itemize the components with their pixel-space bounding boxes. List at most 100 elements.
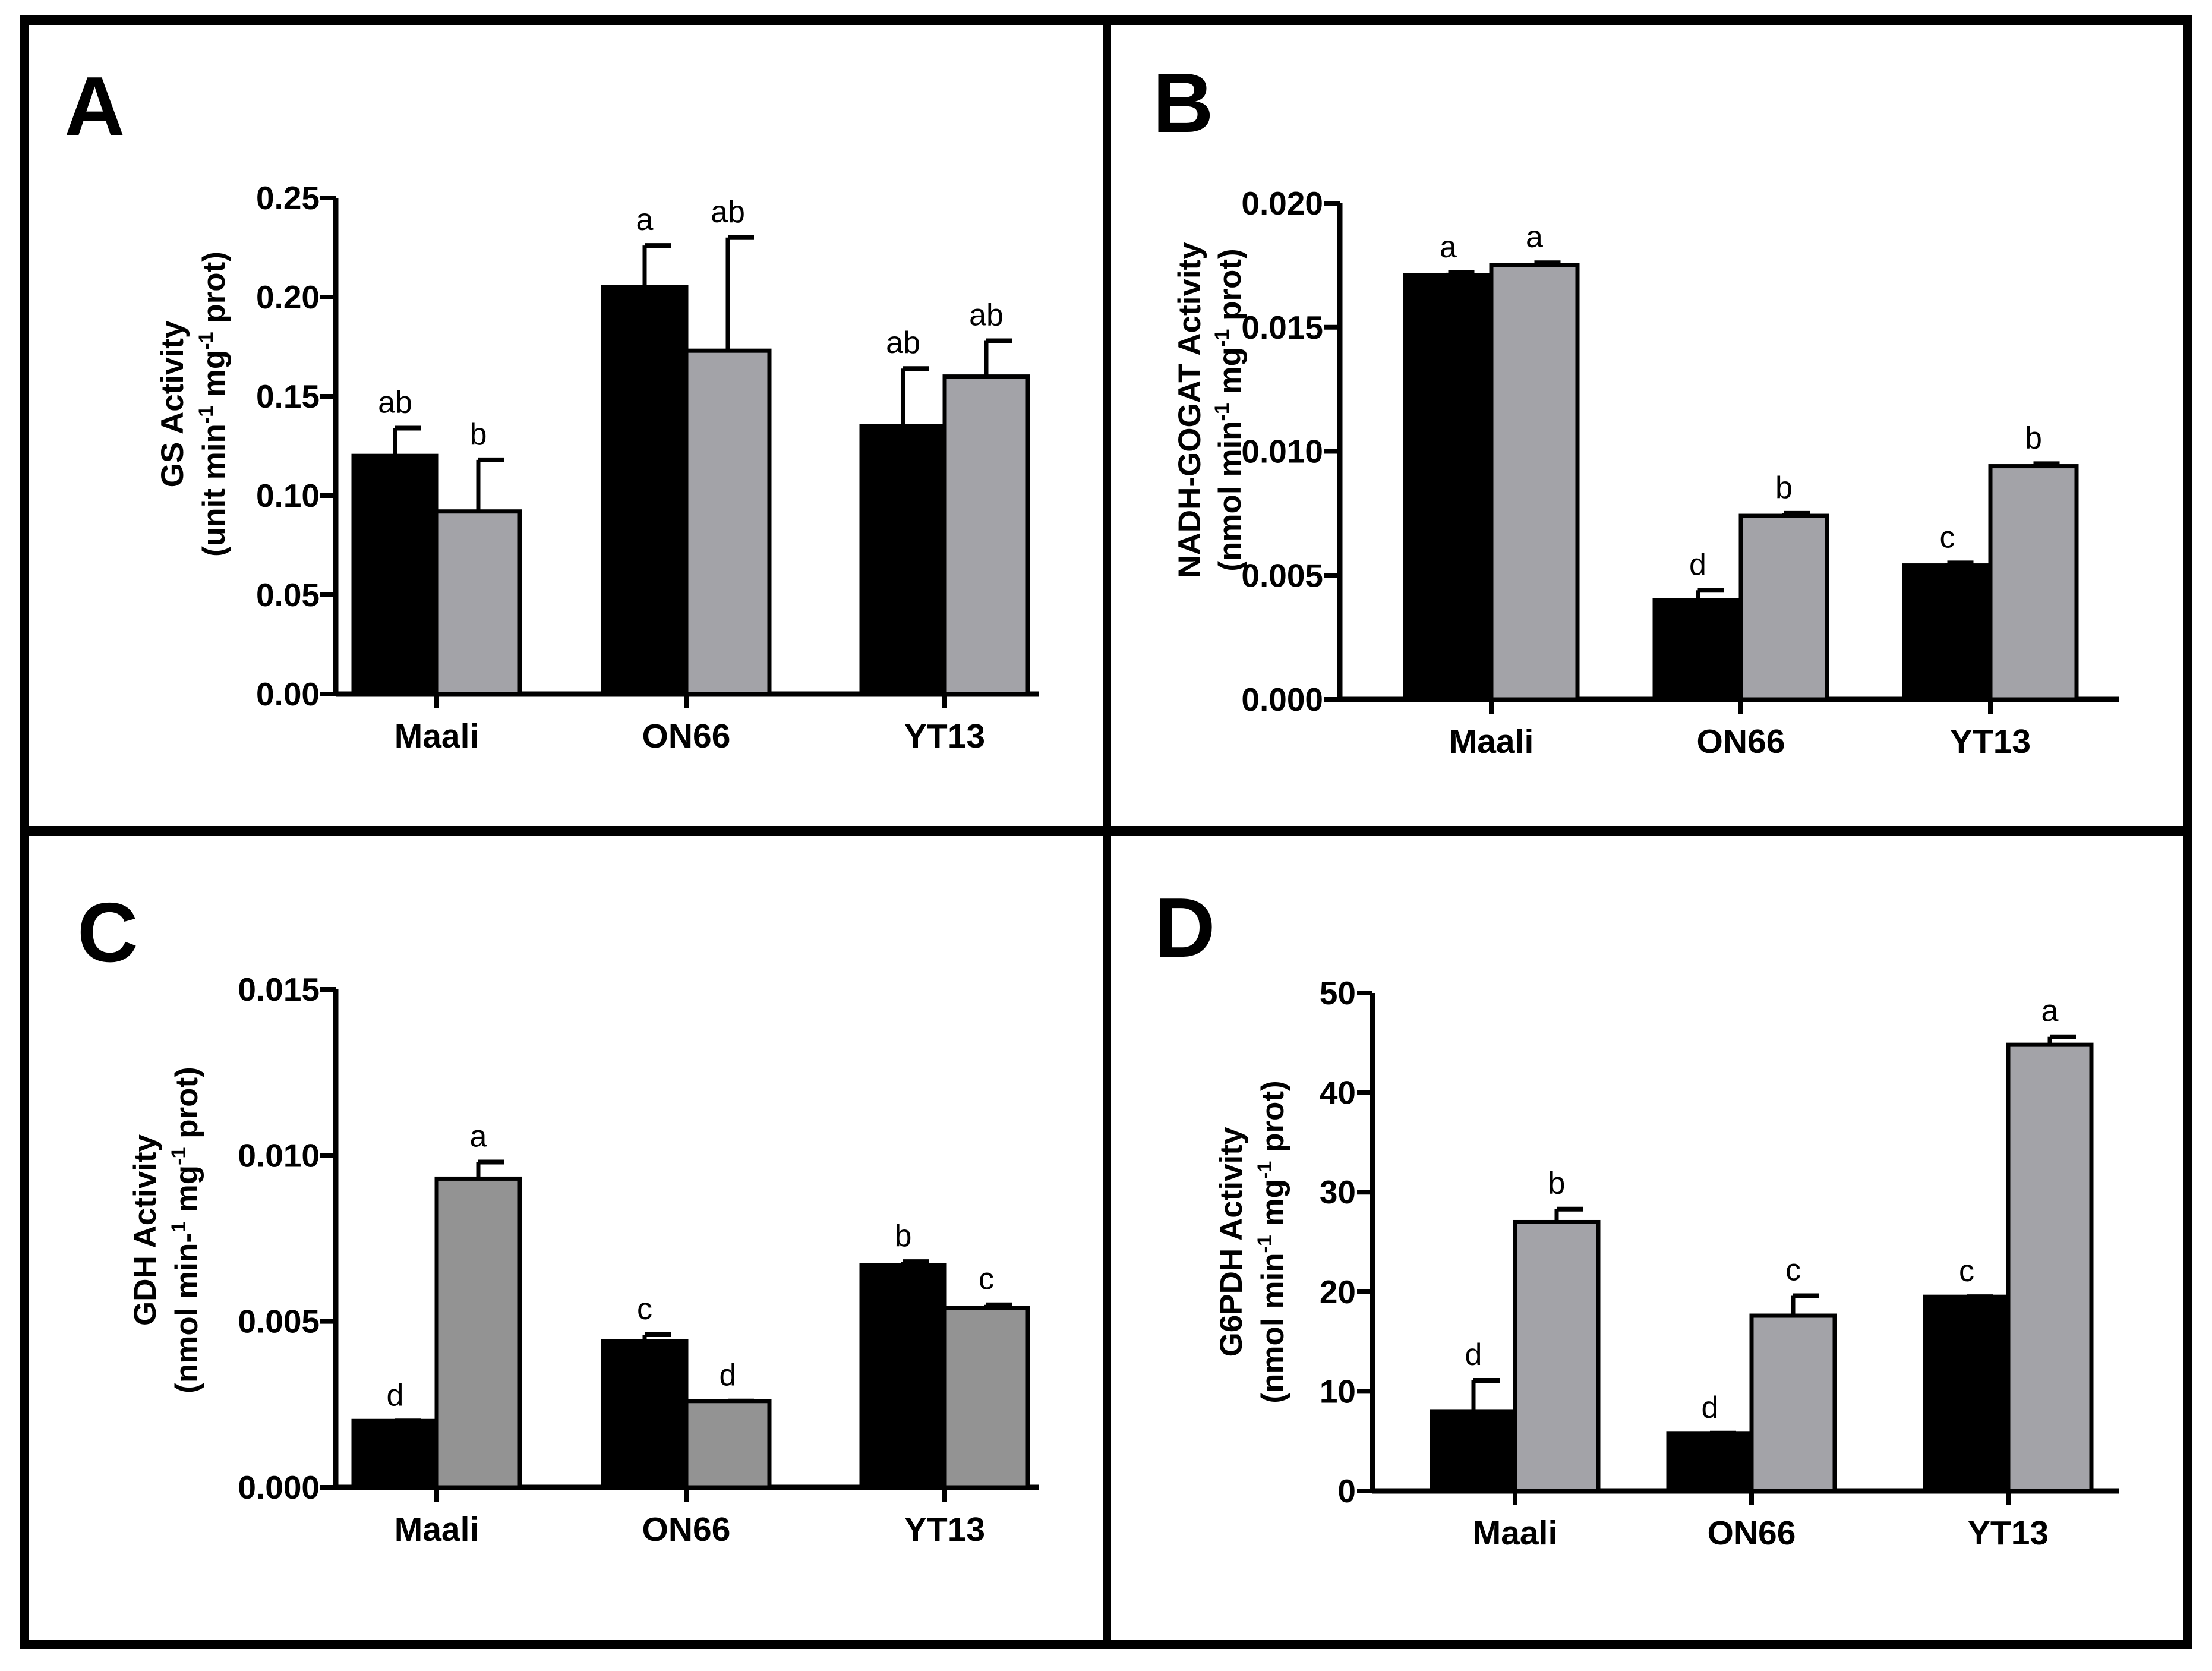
chart-d-plot: 0 10 20 30 40 50 Maali ON66 YT13 d d c b c a — [1320, 975, 2119, 1552]
bar-b-on66-s1 — [1652, 598, 1743, 702]
significance-label-a: ab — [378, 385, 412, 420]
panel-d: D 0 10 20 30 40 50 Maali ON66 YT13 d d c b c a G6PDH A… — [1154, 881, 2119, 1552]
bar-c-maali-s1 — [351, 1418, 439, 1490]
significance-label-d: d — [1465, 1338, 1482, 1372]
significance-label-d: b — [1548, 1166, 1566, 1201]
bar-a-maali-s1 — [351, 453, 439, 696]
y-axis-label-a-line1: GS Activity — [155, 320, 190, 487]
bar-d-yt13-s1 — [1923, 1294, 2011, 1493]
panel-a: A 0.00 0.05 0.10 0.15 0.20 0.25 Maali ON66 YT13 a… — [64, 59, 1039, 755]
y-tick-label-a: 0.25 — [256, 179, 320, 216]
panel-c: C 0.000 0.005 0.010 0.015 Maali ON66 YT13 d c b a d… — [77, 885, 1039, 1549]
bar-a-on66-s1 — [601, 285, 689, 696]
y-tick-label-b: 0.020 — [1241, 185, 1323, 222]
y-tick-label-a: 0.15 — [256, 378, 320, 415]
bar-a-on66-s2 — [684, 348, 772, 696]
x-category-label-d: ON66 — [1708, 1514, 1796, 1552]
significance-label-c: a — [470, 1120, 487, 1154]
significance-label-a: ab — [886, 326, 920, 360]
significance-label-b: b — [1775, 471, 1793, 505]
bar-b-on66-s2 — [1738, 513, 1829, 702]
significance-label-b: a — [1440, 230, 1457, 264]
y-tick-label-d: 40 — [1320, 1074, 1356, 1111]
panel-frame — [20, 15, 2192, 1649]
bar-c-maali-s2 — [434, 1176, 522, 1490]
y-axis-label-c-line2: (nmol min-1 mg-1 prot) — [168, 1067, 204, 1393]
x-category-label-a: Maali — [395, 717, 479, 755]
bar-b-maali-s1 — [1403, 273, 1494, 702]
x-category-label-a: YT13 — [904, 717, 985, 755]
x-category-label-b: Maali — [1449, 723, 1534, 761]
y-tick-label-d: 30 — [1320, 1174, 1356, 1210]
y-tick-label-c: 0.000 — [238, 1469, 320, 1506]
y-axis-label-d-line2: (nmol min-1 mg-1 prot) — [1254, 1080, 1290, 1403]
y-tick-label-b: 0.010 — [1241, 433, 1323, 470]
significance-label-a: a — [636, 203, 654, 237]
panel-letter-d: D — [1154, 881, 1216, 975]
significance-label-c: c — [637, 1292, 652, 1326]
y-tick-label-d: 20 — [1320, 1273, 1356, 1310]
significance-label-b: c — [1940, 520, 1955, 554]
bar-b-yt13-s2 — [1988, 464, 2079, 702]
bar-c-on66-s2 — [684, 1399, 772, 1490]
bar-c-yt13-s2 — [942, 1306, 1030, 1490]
y-tick-label-c: 0.010 — [238, 1137, 320, 1174]
x-category-label-d: Maali — [1473, 1514, 1558, 1552]
significance-label-d: d — [1702, 1391, 1719, 1425]
panel-letter-c: C — [77, 885, 138, 980]
panel-letter-a: A — [64, 59, 125, 154]
x-category-label-c: ON66 — [642, 1511, 731, 1549]
bar-d-on66-s2 — [1749, 1313, 1837, 1493]
y-axis-label-d-line1: G6PDH Activity — [1214, 1127, 1249, 1357]
y-tick-label-c: 0.015 — [238, 971, 320, 1008]
x-category-label-c: YT13 — [904, 1511, 985, 1549]
x-category-label-b: ON66 — [1697, 723, 1785, 761]
significance-label-d: c — [1959, 1254, 1974, 1288]
y-tick-label-a: 0.10 — [256, 477, 320, 514]
significance-label-b: a — [1526, 220, 1543, 254]
y-axis-label-b-line1: NADH-GOGAT Activity — [1172, 242, 1207, 578]
chart-b-plot: 0.000 0.005 0.010 0.015 0.020 Maali ON66 YT13 a d… — [1241, 185, 2119, 761]
bar-a-yt13-s1 — [859, 424, 947, 696]
bar-d-maali-s2 — [1513, 1219, 1601, 1493]
y-tick-label-c: 0.005 — [238, 1303, 320, 1340]
x-category-label-b: YT13 — [1950, 723, 2031, 761]
panel-letter-b: B — [1153, 56, 1214, 150]
bar-a-yt13-s2 — [942, 374, 1030, 696]
bar-d-yt13-s2 — [2006, 1042, 2094, 1493]
significance-label-a: ab — [711, 195, 745, 229]
y-tick-label-d: 0 — [1337, 1473, 1356, 1509]
panel-b: B 0.000 0.005 0.010 0.015 0.020 Maali ON66 YT13… — [1153, 56, 2119, 761]
y-tick-label-a: 0.20 — [256, 279, 320, 316]
significance-label-d: a — [2041, 994, 2059, 1029]
x-category-label-a: ON66 — [642, 717, 731, 755]
chart-c-plot: 0.000 0.005 0.010 0.015 Maali ON66 YT13 d c b a d c — [238, 971, 1039, 1549]
significance-label-d: c — [1785, 1253, 1801, 1288]
significance-label-a: ab — [969, 298, 1004, 332]
bar-b-maali-s2 — [1489, 263, 1580, 702]
y-tick-label-b: 0.005 — [1241, 557, 1323, 594]
significance-label-b: b — [2025, 421, 2042, 455]
significance-label-c: d — [387, 1378, 404, 1413]
bar-d-maali-s1 — [1430, 1409, 1517, 1493]
bar-d-on66-s1 — [1666, 1431, 1754, 1493]
y-tick-label-b: 0.000 — [1241, 681, 1323, 718]
y-tick-label-d: 10 — [1320, 1373, 1356, 1410]
x-category-label-c: Maali — [395, 1511, 479, 1549]
y-axis-label-b-line2: (nmol min-1 mg-1 prot) — [1211, 248, 1248, 571]
y-axis-label-a-line2: (unit min-1 mg-1 prot) — [195, 251, 232, 557]
significance-label-b: d — [1689, 547, 1706, 582]
y-axis-label-c-line1: GDH Activity — [128, 1134, 163, 1326]
y-tick-label-a: 0.05 — [256, 576, 320, 613]
y-tick-label-b: 0.015 — [1241, 309, 1323, 346]
x-category-label-d: YT13 — [1968, 1514, 2049, 1552]
y-tick-label-d: 50 — [1320, 975, 1356, 1011]
bar-c-yt13-s1 — [859, 1263, 947, 1490]
y-tick-label-a: 0.00 — [256, 676, 320, 712]
significance-label-a: b — [470, 417, 487, 452]
significance-label-c: d — [720, 1358, 737, 1393]
bar-c-on66-s1 — [601, 1339, 689, 1490]
bar-b-yt13-s1 — [1902, 563, 1993, 702]
